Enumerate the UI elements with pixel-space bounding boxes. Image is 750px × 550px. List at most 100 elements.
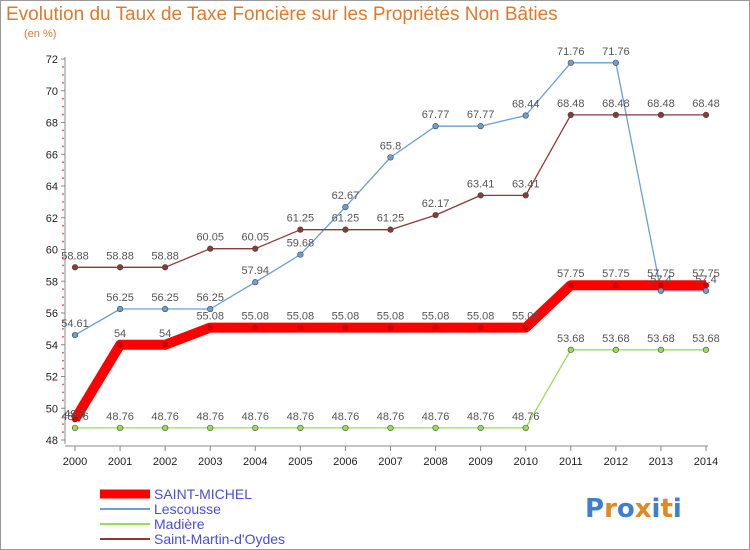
y-minor-tick [62,304,64,306]
y-minor-tick [62,351,64,354]
data-point [432,324,439,331]
data-label: 55.08 [332,311,360,323]
y-tick-label: 68 [46,118,58,130]
data-label: 53.68 [692,333,720,345]
y-minor-tick [62,105,64,108]
data-label: 63.41 [512,178,540,190]
data-label: 57.75 [602,268,630,280]
x-tick-label: 2002 [153,456,177,468]
data-point [567,346,574,353]
data-label: 48.76 [106,411,134,423]
data-label: 61.25 [332,213,360,225]
y-tick-label: 58 [46,276,58,288]
y-tick-label: 70 [46,86,58,98]
y-minor-tick [62,145,64,148]
data-point [207,424,214,432]
data-point [567,59,574,66]
data-label: 71.76 [557,46,585,58]
data-label: 54.61 [61,318,89,330]
x-tick-label: 2000 [63,456,87,468]
data-label: 56.25 [196,292,224,304]
data-label: 48.76 [287,411,315,423]
data-label: 65.8 [380,140,401,152]
data-point [342,324,349,331]
data-label: 48.76 [377,411,405,423]
y-minor-tick [62,320,64,322]
data-label: 48.76 [196,411,224,423]
data-label: 56.25 [151,292,179,304]
x-tick-label: 2012 [604,456,628,468]
data-label: 55.08 [377,311,405,323]
data-point [657,346,665,353]
y-tick-label: 62 [46,213,58,225]
x-tick-label: 2006 [333,456,357,468]
data-label: 57.94 [242,265,270,277]
data-point [657,287,665,294]
data-label: 55.08 [196,311,224,323]
data-point [702,111,710,118]
data-point [297,226,304,233]
data-point [387,424,394,432]
y-tick-label: 52 [46,372,58,384]
data-point [71,264,79,271]
data-point [702,346,710,353]
data-point [432,424,439,432]
y-minor-tick [62,97,64,100]
data-point [117,341,124,348]
y-minor-tick [62,415,64,418]
legend-label: SAINT-MICHEL [154,486,252,502]
y-minor-tick [62,66,64,68]
x-tick-label: 2005 [288,456,312,468]
data-label: 67.77 [467,109,495,121]
y-tick-label: 60 [46,245,58,257]
y-minor-tick [62,137,64,140]
y-minor-tick [62,240,64,243]
data-point [567,111,574,118]
data-point [522,424,529,432]
y-minor-tick [62,359,64,362]
data-point [432,123,439,130]
data-point [657,282,664,289]
data-point [252,279,259,286]
y-minor-tick [62,81,64,84]
data-point [207,245,214,252]
x-tick-label: 2009 [468,456,492,468]
data-point [71,331,79,339]
y-minor-tick [62,327,64,330]
x-tick-label: 2010 [513,456,537,468]
data-point [162,424,169,432]
data-label: 55.08 [467,311,495,323]
y-minor-tick [62,232,64,235]
data-label: 54 [159,328,171,340]
data-label: 56.25 [106,292,134,304]
data-label: 68.48 [557,98,585,110]
series-saint-martin-line [75,114,706,268]
data-label: 55.08 [422,311,450,323]
y-minor-tick [62,296,64,299]
y-minor-tick [62,256,64,259]
data-point [71,424,79,432]
data-point [252,245,259,252]
y-tick-label: 66 [46,149,58,161]
data-label: 57.4 [650,274,671,286]
data-label: 59.68 [287,238,315,250]
data-point [703,282,709,289]
data-point [477,324,484,331]
data-point [387,154,394,161]
data-point [612,59,619,66]
data-point [252,324,259,331]
data-label: 63.41 [467,178,495,190]
x-tick-label: 2001 [108,456,132,468]
x-tick-label: 2003 [198,456,222,468]
data-point [387,324,394,331]
data-label: 54 [114,328,126,340]
data-label: 57.4 [695,274,716,286]
data-point [387,226,394,233]
legend-label: Madière [154,516,205,532]
data-label: 71.76 [602,46,630,58]
y-minor-tick [62,367,64,370]
y-minor-tick [62,129,64,132]
data-label: 68.48 [647,98,675,110]
data-point [432,211,439,219]
y-minor-tick [62,383,64,386]
